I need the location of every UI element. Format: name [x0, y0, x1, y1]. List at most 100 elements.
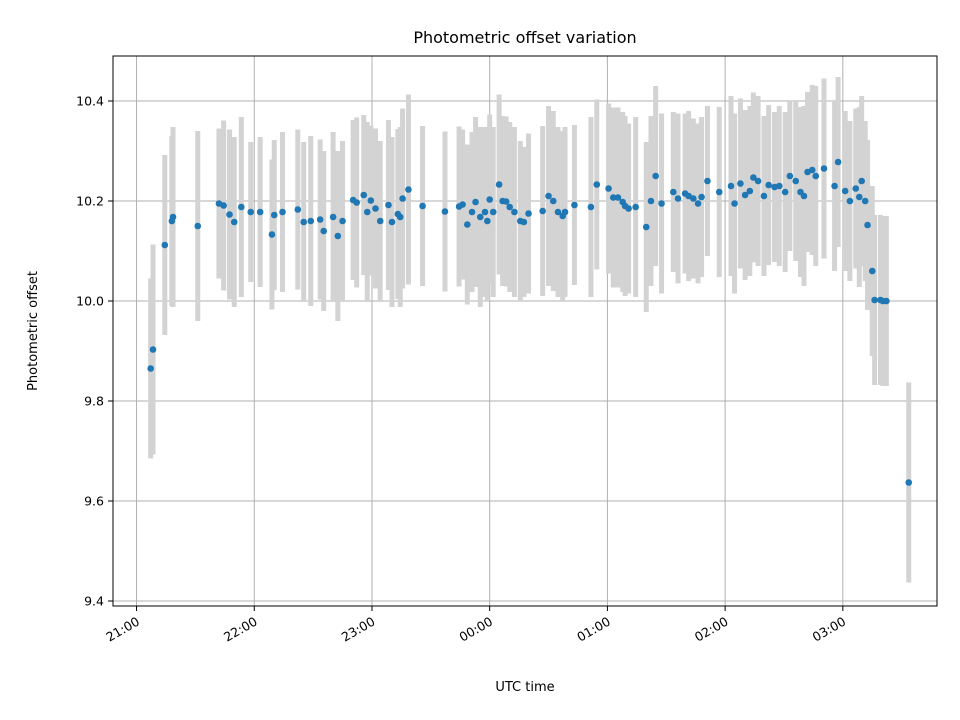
data-point: [238, 203, 245, 211]
y-axis: 9.4 9.6 9.8 10.0 10.2 10.4: [76, 94, 113, 609]
data-point: [625, 205, 632, 212]
data-point: [495, 181, 503, 188]
data-point: [194, 222, 202, 230]
data-point: [642, 223, 650, 231]
data-point: [609, 194, 617, 201]
data-point: [161, 241, 169, 249]
data-point: [464, 221, 471, 228]
data-point: [294, 206, 302, 213]
data-point: [300, 218, 307, 226]
y-axis-label: Photometric offset: [26, 271, 41, 391]
data-point: [614, 194, 622, 201]
x-tick-label: 21:00: [103, 614, 142, 645]
plot-frame: [112, 55, 938, 607]
data-point: [256, 208, 264, 216]
data-point: [230, 218, 238, 226]
data-point: [775, 182, 783, 190]
data-point: [511, 208, 518, 216]
data-point: [754, 177, 762, 185]
data-point: [746, 187, 754, 195]
data-point: [484, 217, 491, 225]
data-point: [715, 188, 723, 196]
data-point: [316, 216, 324, 223]
y-tick-label: 9.8: [84, 394, 104, 409]
x-axis: 21:00 22:00 23:00 00:00 01:00 02:00 03:00: [103, 606, 848, 645]
data-point: [441, 208, 449, 215]
data-point: [468, 208, 476, 216]
data-point: [520, 218, 528, 226]
data-point: [571, 201, 578, 209]
data-point: [353, 199, 360, 206]
data-point: [561, 208, 569, 216]
data-point: [704, 177, 711, 185]
data-point: [554, 208, 562, 216]
data-point: [307, 217, 315, 225]
x-tick-label: 01:00: [574, 614, 613, 645]
data-point: [481, 208, 489, 216]
data-point: [800, 192, 808, 200]
data-point: [781, 188, 789, 196]
data-point: [858, 177, 865, 185]
data-point: [388, 218, 396, 226]
data-point: [169, 213, 177, 221]
data-point: [852, 185, 860, 192]
data-point: [476, 213, 484, 221]
data-point: [367, 197, 375, 204]
data-point: [632, 203, 639, 211]
data-point: [587, 203, 595, 211]
x-tick-label: 00:00: [456, 614, 495, 645]
data-point: [539, 207, 546, 215]
data-point: [226, 211, 233, 218]
data-point: [363, 208, 371, 216]
data-point: [376, 217, 384, 225]
data-point: [652, 172, 659, 180]
data-point: [812, 172, 820, 180]
data-point: [506, 203, 513, 211]
data-point: [419, 202, 426, 210]
data-point: [339, 217, 346, 225]
data-point: [834, 158, 842, 166]
data-point: [472, 198, 479, 206]
data-point: [525, 210, 532, 217]
data-point: [279, 208, 286, 216]
x-tick-label: 23:00: [339, 614, 378, 645]
data-point: [247, 208, 255, 216]
x-tick-label: 03:00: [810, 614, 849, 645]
data-point: [502, 198, 510, 205]
data-point: [489, 208, 497, 216]
data-point: [549, 197, 557, 205]
data-point: [545, 192, 552, 200]
data-point: [270, 211, 278, 219]
data-point: [868, 267, 876, 275]
data-point: [698, 193, 705, 201]
data-point: [372, 205, 379, 212]
point-layer: [147, 158, 913, 486]
y-tick-label: 10.0: [76, 294, 104, 309]
errorbar-layer: [148, 77, 912, 583]
data-point: [360, 191, 368, 199]
data-point: [486, 196, 493, 203]
data-point: [694, 200, 702, 207]
data-point: [883, 297, 890, 305]
data-point: [690, 195, 697, 202]
data-point: [658, 200, 665, 207]
data-point: [820, 165, 828, 172]
data-point: [147, 365, 154, 372]
data-point: [459, 201, 466, 208]
data-point: [268, 231, 276, 238]
y-tick-label: 10.4: [76, 94, 104, 109]
data-point: [320, 227, 328, 235]
data-point: [750, 174, 757, 181]
x-axis-label: UTC time: [495, 680, 554, 695]
data-point: [405, 186, 412, 193]
data-point: [856, 193, 863, 201]
data-point: [871, 296, 878, 304]
x-tick-label: 02:00: [692, 614, 731, 645]
data-point: [841, 187, 849, 195]
data-point: [674, 195, 682, 202]
data-point: [605, 185, 612, 192]
data-point: [396, 213, 404, 221]
y-tick-label: 9.4: [84, 594, 104, 609]
data-point: [647, 197, 655, 205]
